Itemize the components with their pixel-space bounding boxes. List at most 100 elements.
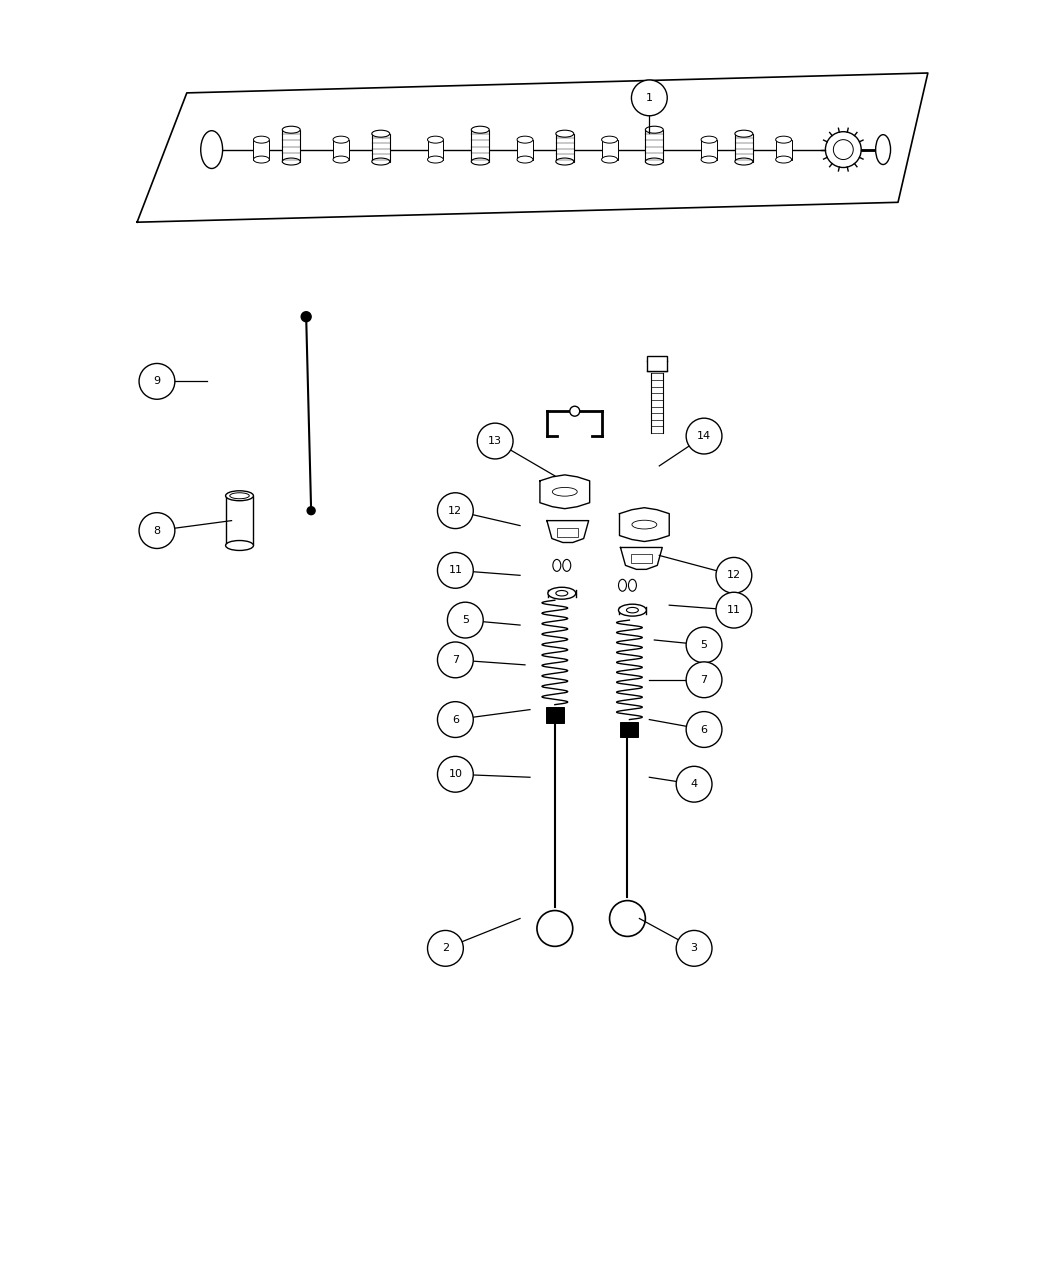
- Circle shape: [438, 756, 474, 792]
- Circle shape: [308, 506, 315, 515]
- Bar: [776, 140, 792, 159]
- Ellipse shape: [548, 588, 575, 599]
- Circle shape: [676, 931, 712, 966]
- Ellipse shape: [735, 130, 753, 138]
- Text: 1: 1: [646, 93, 653, 103]
- Circle shape: [686, 662, 722, 697]
- Text: 6: 6: [452, 714, 459, 724]
- Ellipse shape: [333, 136, 349, 143]
- Text: 8: 8: [153, 525, 161, 536]
- Ellipse shape: [333, 156, 349, 163]
- Circle shape: [631, 80, 667, 116]
- Circle shape: [139, 513, 175, 548]
- Ellipse shape: [253, 156, 270, 163]
- Ellipse shape: [427, 156, 443, 163]
- Ellipse shape: [618, 604, 647, 616]
- Bar: [646, 130, 664, 162]
- Bar: [602, 140, 617, 159]
- Bar: [735, 134, 753, 162]
- Circle shape: [301, 311, 311, 321]
- Bar: [282, 130, 300, 162]
- Text: 14: 14: [697, 431, 711, 441]
- Ellipse shape: [372, 158, 390, 164]
- Ellipse shape: [230, 492, 249, 499]
- Ellipse shape: [629, 579, 636, 592]
- Circle shape: [438, 492, 474, 529]
- Circle shape: [438, 552, 474, 588]
- Ellipse shape: [427, 136, 443, 143]
- Circle shape: [438, 643, 474, 678]
- Ellipse shape: [776, 156, 792, 163]
- Ellipse shape: [701, 156, 717, 163]
- Circle shape: [716, 593, 752, 629]
- Circle shape: [686, 711, 722, 747]
- Circle shape: [427, 931, 463, 966]
- Bar: [558, 528, 579, 537]
- Ellipse shape: [253, 136, 270, 143]
- Text: 5: 5: [462, 615, 468, 625]
- Ellipse shape: [226, 541, 253, 551]
- Circle shape: [676, 766, 712, 802]
- Polygon shape: [540, 474, 590, 509]
- Text: 11: 11: [448, 565, 462, 575]
- Text: 12: 12: [448, 506, 462, 515]
- Ellipse shape: [627, 607, 638, 613]
- Circle shape: [447, 602, 483, 638]
- Circle shape: [570, 407, 580, 416]
- Ellipse shape: [552, 487, 578, 496]
- Bar: [546, 706, 564, 723]
- Ellipse shape: [776, 136, 792, 143]
- Text: 9: 9: [153, 376, 161, 386]
- Circle shape: [478, 423, 513, 459]
- Polygon shape: [621, 547, 663, 570]
- Bar: [648, 357, 667, 371]
- Circle shape: [686, 627, 722, 663]
- Ellipse shape: [735, 158, 753, 164]
- Circle shape: [825, 131, 861, 167]
- Ellipse shape: [618, 579, 627, 592]
- Text: 12: 12: [727, 570, 741, 580]
- Bar: [631, 555, 652, 564]
- Ellipse shape: [602, 136, 617, 143]
- Ellipse shape: [701, 136, 717, 143]
- Bar: [372, 134, 390, 162]
- Polygon shape: [620, 507, 669, 542]
- Ellipse shape: [553, 560, 561, 571]
- Ellipse shape: [517, 156, 533, 163]
- Bar: [427, 140, 443, 159]
- Bar: [471, 130, 489, 162]
- Bar: [333, 140, 349, 159]
- Ellipse shape: [555, 590, 568, 595]
- Ellipse shape: [563, 560, 571, 571]
- Text: 4: 4: [691, 779, 697, 789]
- Bar: [517, 140, 533, 159]
- Text: 13: 13: [488, 436, 502, 446]
- Text: 3: 3: [691, 944, 697, 954]
- Text: 2: 2: [442, 944, 449, 954]
- Bar: [621, 722, 638, 737]
- Ellipse shape: [632, 520, 657, 529]
- Circle shape: [716, 557, 752, 593]
- Circle shape: [610, 900, 646, 936]
- Ellipse shape: [555, 130, 573, 138]
- Ellipse shape: [282, 158, 300, 164]
- Ellipse shape: [876, 135, 890, 164]
- Ellipse shape: [226, 491, 253, 501]
- Ellipse shape: [646, 126, 664, 133]
- Text: 7: 7: [700, 674, 708, 685]
- Ellipse shape: [517, 136, 533, 143]
- Ellipse shape: [282, 126, 300, 133]
- Bar: [226, 496, 253, 546]
- Ellipse shape: [646, 158, 664, 164]
- Circle shape: [686, 418, 722, 454]
- Ellipse shape: [201, 131, 223, 168]
- Text: 11: 11: [727, 606, 741, 615]
- Bar: [701, 140, 717, 159]
- Circle shape: [139, 363, 175, 399]
- Circle shape: [438, 701, 474, 737]
- Text: 10: 10: [448, 769, 462, 779]
- Ellipse shape: [471, 158, 489, 164]
- Circle shape: [834, 140, 854, 159]
- Ellipse shape: [471, 126, 489, 133]
- Text: 6: 6: [700, 724, 708, 734]
